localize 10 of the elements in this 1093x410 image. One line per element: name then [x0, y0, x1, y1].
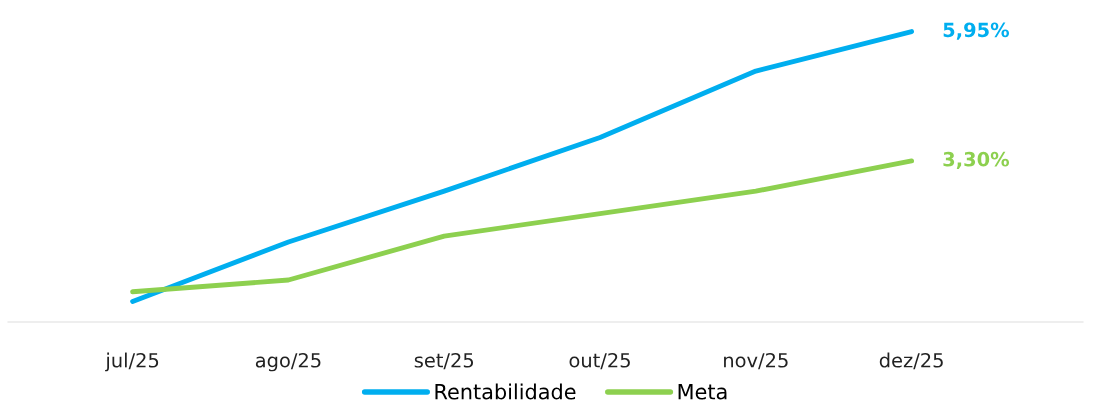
x-tick-label: nov/25: [724, 352, 788, 370]
x-tick-label: dez/25: [879, 352, 943, 370]
x-tick-label: jul/25: [105, 352, 159, 372]
x-tick-label: set/25: [414, 352, 474, 370]
legend-label: Rentabilidade: [435, 383, 576, 400]
data-label: 5,95%: [943, 22, 1010, 40]
x-tick-label: ago/25: [255, 352, 321, 372]
x-tick-label: out/25: [569, 352, 630, 370]
data-label: 3,30%: [943, 151, 1010, 170]
legend-label: Meta: [678, 384, 727, 400]
